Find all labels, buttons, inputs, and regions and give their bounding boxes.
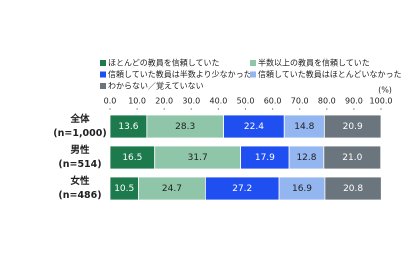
value-label: 13.6: [118, 122, 138, 132]
category-note: (n=514): [58, 159, 101, 170]
value-label: 14.8: [294, 122, 314, 132]
x-tick-label: 90.0: [345, 97, 363, 106]
bar-segment: [323, 114, 382, 139]
x-tick-label: 10.0: [128, 97, 146, 106]
legend-label: ほとんどの教員を信頼していた: [108, 58, 220, 68]
x-tick-label: 60.0: [264, 97, 282, 106]
category-label: 男性: [70, 144, 90, 156]
category-note: (n=1,000): [53, 128, 106, 139]
x-tick-label: 20.0: [155, 97, 173, 106]
value-label: 31.7: [188, 153, 208, 163]
value-label: 20.9: [343, 122, 363, 132]
category-label: 全体: [69, 113, 90, 125]
value-label: 12.8: [296, 153, 316, 163]
legend-swatch: [100, 60, 106, 66]
legend-label: 信頼していた教員は半数より少なかった: [108, 69, 252, 79]
legend-label: わからない／覚えていない: [108, 81, 204, 91]
x-tick-label: 80.0: [318, 97, 336, 106]
legend-swatch: [250, 71, 256, 78]
x-tick-label: 40.0: [209, 97, 227, 106]
legend-label: 半数以上の教員を信頼していた: [258, 58, 370, 68]
x-tick-label: 30.0: [182, 97, 200, 106]
value-label: 16.5: [122, 153, 142, 163]
value-label: 22.4: [244, 122, 264, 132]
value-label: 10.5: [114, 184, 134, 194]
value-label: 27.2: [232, 184, 252, 194]
x-tick-label: 70.0: [291, 97, 309, 106]
value-label: 24.7: [162, 184, 182, 194]
category-label: 女性: [70, 175, 90, 187]
legend-label: 信頼していた教員はほとんどいなかった: [258, 69, 402, 79]
x-unit-label: (%): [378, 86, 392, 95]
legend-swatch: [100, 83, 106, 89]
legend-swatch: [100, 71, 106, 78]
category-note: (n=486): [58, 190, 101, 201]
bar-segment: [323, 145, 382, 170]
value-label: 17.9: [255, 153, 275, 163]
x-tick-label: 50.0: [237, 97, 255, 106]
value-label: 16.9: [292, 184, 312, 194]
value-label: 20.8: [343, 184, 363, 194]
x-tick-label: 100.0: [370, 97, 393, 106]
legend-swatch: [250, 60, 256, 66]
value-label: 21.0: [342, 153, 362, 163]
value-label: 28.3: [175, 122, 195, 132]
bar-segment: [324, 176, 382, 201]
x-tick-label: 0.0: [104, 97, 117, 106]
